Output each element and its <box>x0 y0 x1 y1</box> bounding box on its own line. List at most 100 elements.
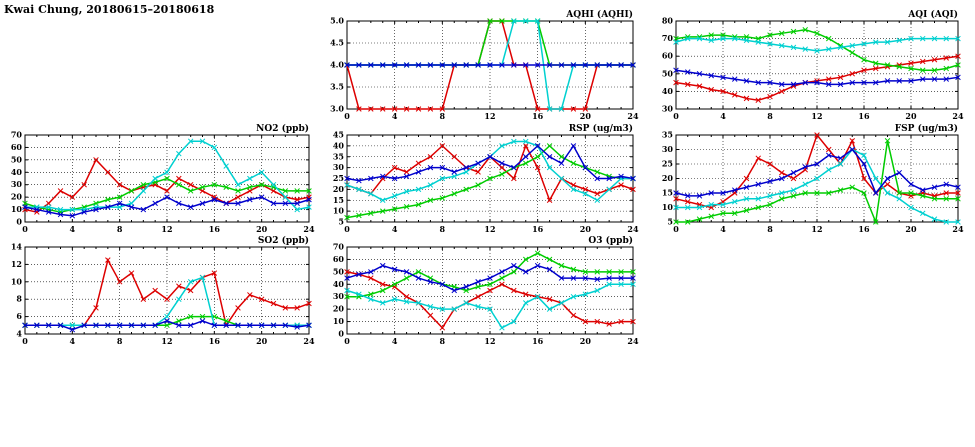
svg-text:12: 12 <box>11 259 22 269</box>
svg-text:70: 70 <box>11 130 23 140</box>
chart-fsp-title: FSP (ug/m3) <box>894 124 958 134</box>
svg-text:12: 12 <box>161 224 172 234</box>
svg-text:12: 12 <box>484 336 495 346</box>
svg-text:30: 30 <box>662 104 674 114</box>
svg-text:40: 40 <box>333 279 345 289</box>
svg-text:10: 10 <box>662 202 674 212</box>
svg-text:4: 4 <box>720 111 726 121</box>
svg-text:3.5: 3.5 <box>330 82 344 92</box>
svg-text:0: 0 <box>673 224 679 234</box>
svg-text:80: 80 <box>662 16 674 26</box>
svg-text:0: 0 <box>344 336 350 346</box>
svg-text:30: 30 <box>333 162 345 172</box>
svg-text:4: 4 <box>16 329 22 339</box>
svg-text:20: 20 <box>256 224 268 234</box>
chart-aqhi-plot: 3.0 3.5 4.0 4.5 5.0 0 4 8 12 16 20 24 <box>330 16 639 122</box>
svg-text:24: 24 <box>952 224 964 234</box>
svg-text:40: 40 <box>333 140 345 150</box>
svg-text:6: 6 <box>16 311 22 321</box>
page-title: Kwai Chung, 20180615–20180618 <box>4 3 215 16</box>
svg-text:12: 12 <box>811 224 822 234</box>
chart-no2: NO2 (ppb) 0 10 20 30 40 50 60 70 0 4 8 12 16 20 24 <box>2 124 315 236</box>
svg-text:40: 40 <box>11 167 23 177</box>
svg-text:0: 0 <box>16 217 22 227</box>
svg-text:4: 4 <box>720 224 726 234</box>
svg-text:20: 20 <box>11 192 23 202</box>
chart-o3: O3 (ppb) 0 10 20 30 40 50 60 70 0 4 8 12 16 20 24 <box>324 236 639 348</box>
svg-text:4: 4 <box>392 224 398 234</box>
svg-text:70: 70 <box>662 33 674 43</box>
svg-text:60: 60 <box>11 142 23 152</box>
svg-text:15: 15 <box>333 195 344 205</box>
svg-text:20: 20 <box>662 173 674 183</box>
svg-text:40: 40 <box>662 86 674 96</box>
chart-aqi-plot: 30 40 50 60 70 80 0 4 8 12 16 20 24 <box>662 16 964 122</box>
svg-text:10: 10 <box>11 276 23 286</box>
svg-text:50: 50 <box>333 266 345 276</box>
chart-o3-title: O3 (ppb) <box>588 236 633 246</box>
svg-text:50: 50 <box>11 154 23 164</box>
svg-text:4: 4 <box>392 336 398 346</box>
svg-text:8: 8 <box>767 111 773 121</box>
svg-text:45: 45 <box>333 130 344 140</box>
chart-so2-title: SO2 (ppb) <box>257 236 309 246</box>
svg-text:20: 20 <box>333 184 345 194</box>
svg-text:50: 50 <box>662 68 674 78</box>
chart-rsp-title: RSP (ug/m3) <box>568 124 633 134</box>
svg-text:0: 0 <box>344 224 350 234</box>
svg-text:16: 16 <box>532 111 544 121</box>
svg-text:4.5: 4.5 <box>330 38 344 48</box>
chart-o3-plot: 0 10 20 30 40 50 60 70 0 4 8 12 16 20 24 <box>333 242 639 347</box>
svg-text:20: 20 <box>256 336 268 346</box>
svg-text:8: 8 <box>440 224 446 234</box>
svg-text:0: 0 <box>22 224 28 234</box>
svg-text:14: 14 <box>11 242 23 252</box>
svg-text:12: 12 <box>811 111 822 121</box>
svg-text:16: 16 <box>858 224 870 234</box>
svg-text:8: 8 <box>440 111 446 121</box>
svg-text:35: 35 <box>662 130 673 140</box>
svg-text:25: 25 <box>662 159 673 169</box>
svg-text:12: 12 <box>161 336 172 346</box>
svg-text:20: 20 <box>333 304 345 314</box>
svg-text:30: 30 <box>662 144 674 154</box>
svg-text:10: 10 <box>11 204 23 214</box>
svg-text:60: 60 <box>662 51 674 61</box>
svg-text:25: 25 <box>333 173 344 183</box>
svg-text:0: 0 <box>344 111 350 121</box>
svg-text:20: 20 <box>580 336 592 346</box>
svg-text:24: 24 <box>303 224 315 234</box>
svg-text:12: 12 <box>484 111 495 121</box>
svg-text:8: 8 <box>16 294 22 304</box>
svg-text:24: 24 <box>303 336 315 346</box>
svg-text:3.0: 3.0 <box>330 104 344 114</box>
chart-fsp: FSP (ug/m3) 5 10 15 20 25 30 35 0 4 8 12 16 20 24 <box>653 124 964 236</box>
svg-text:8: 8 <box>767 224 773 234</box>
svg-text:20: 20 <box>905 224 917 234</box>
svg-text:8: 8 <box>117 336 123 346</box>
svg-text:4: 4 <box>70 336 76 346</box>
chart-aqhi: AQHI (AQHI) 3.0 3.5 4.0 4.5 5.0 0 4 8 12 16 20 24 <box>324 10 639 123</box>
svg-text:30: 30 <box>333 291 345 301</box>
chart-aqi: AQI (AQI) 30 40 50 60 70 80 0 4 8 12 16 20 24 <box>653 10 964 123</box>
svg-text:5: 5 <box>338 217 344 227</box>
svg-text:70: 70 <box>333 242 345 252</box>
svg-text:20: 20 <box>580 111 592 121</box>
chart-aqhi-title: AQHI (AQHI) <box>566 10 633 20</box>
svg-text:35: 35 <box>333 151 344 161</box>
svg-text:24: 24 <box>952 111 964 121</box>
svg-text:24: 24 <box>627 224 639 234</box>
chart-aqi-title: AQI (AQI) <box>908 10 958 20</box>
svg-text:16: 16 <box>532 224 544 234</box>
svg-text:10: 10 <box>333 316 345 326</box>
svg-text:12: 12 <box>484 224 495 234</box>
svg-text:16: 16 <box>858 111 870 121</box>
svg-text:24: 24 <box>627 336 639 346</box>
svg-text:4.0: 4.0 <box>330 60 344 70</box>
svg-text:60: 60 <box>333 254 345 264</box>
svg-text:0: 0 <box>673 111 679 121</box>
chart-rsp: RSP (ug/m3) 5 10 15 20 25 30 35 40 45 0 4 8 12 16 20 24 <box>324 124 639 236</box>
chart-fsp-plot: 5 10 15 20 25 30 35 0 4 8 12 16 20 24 <box>662 130 964 235</box>
